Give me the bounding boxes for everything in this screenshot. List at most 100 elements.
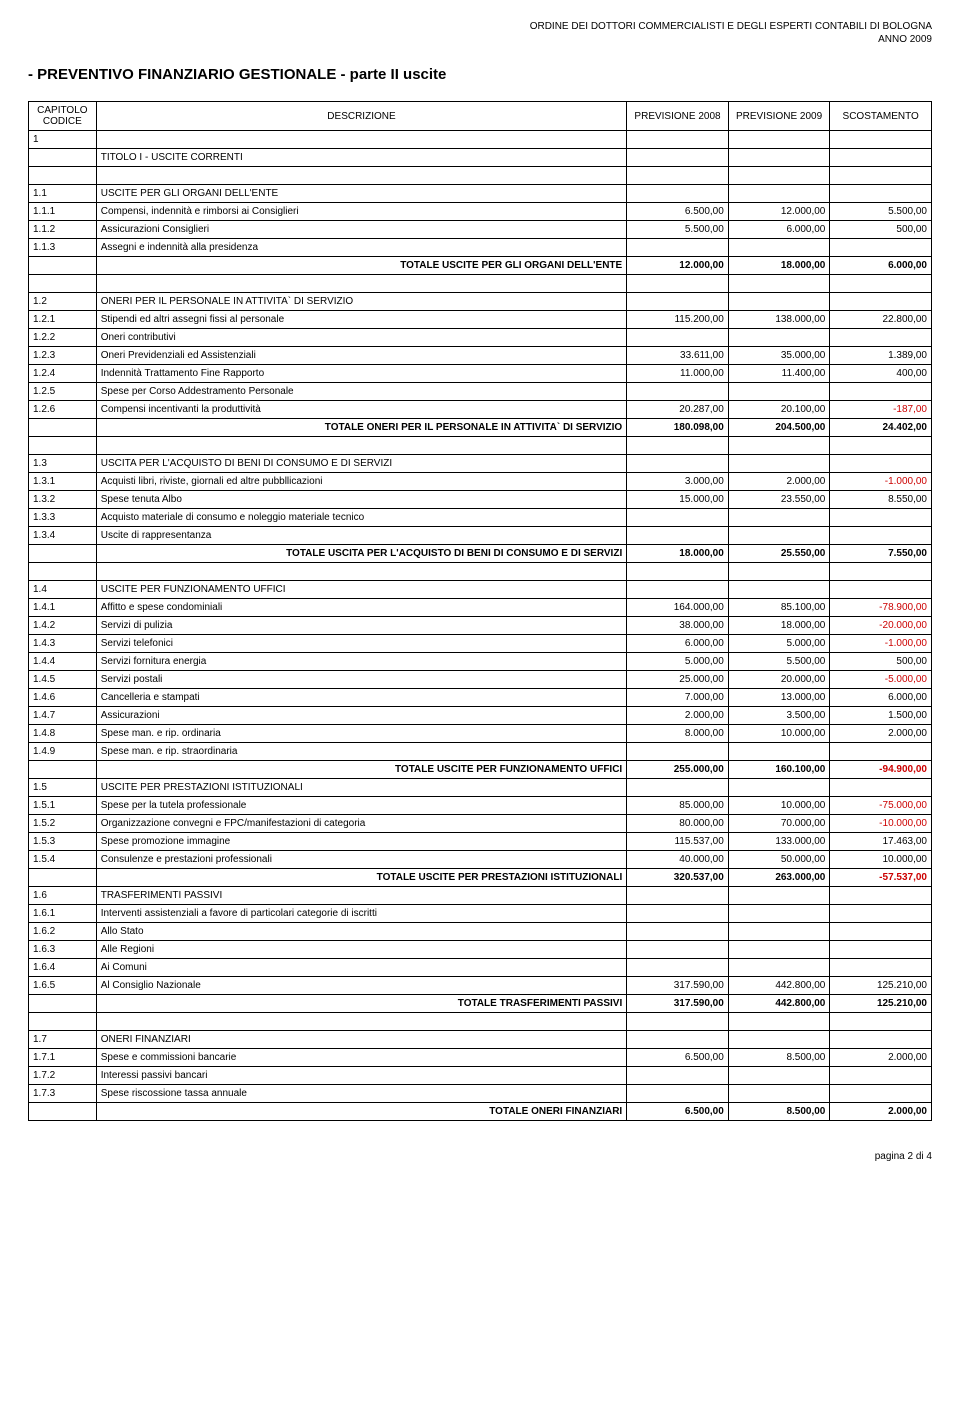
cell xyxy=(29,1103,97,1121)
cell: Assicurazioni Consiglieri xyxy=(96,221,627,239)
cell: 3.000,00 xyxy=(627,473,729,491)
cell: 6.500,00 xyxy=(627,203,729,221)
cell: 442.800,00 xyxy=(728,995,830,1013)
cell xyxy=(830,383,932,401)
table-row: 1.7.2Interessi passivi bancari xyxy=(29,1067,932,1085)
table-row: 1.5.2Organizzazione convegni e FPC/manif… xyxy=(29,815,932,833)
cell xyxy=(728,1031,830,1049)
cell: USCITE PER PRESTAZIONI ISTITUZIONALI xyxy=(96,779,627,797)
cell xyxy=(830,185,932,203)
cell: 23.550,00 xyxy=(728,491,830,509)
cell xyxy=(627,779,729,797)
cell xyxy=(728,131,830,149)
cell: Alle Regioni xyxy=(96,941,627,959)
cell xyxy=(627,923,729,941)
cell: 263.000,00 xyxy=(728,869,830,887)
cell: 500,00 xyxy=(830,653,932,671)
cell: Spese man. e rip. straordinaria xyxy=(96,743,627,761)
cell: 11.400,00 xyxy=(728,365,830,383)
cell: Spese man. e rip. ordinaria xyxy=(96,725,627,743)
cell: Uscite di rappresentanza xyxy=(96,527,627,545)
cell: 8.500,00 xyxy=(728,1049,830,1067)
th-prev2008: PREVISIONE 2008 xyxy=(627,102,729,131)
cell xyxy=(830,149,932,167)
table-row: 1.7ONERI FINANZIARI xyxy=(29,1031,932,1049)
cell xyxy=(830,167,932,185)
cell: Assicurazioni xyxy=(96,707,627,725)
page-footer: pagina 2 di 4 xyxy=(28,1151,932,1162)
cell xyxy=(728,239,830,257)
cell: 17.463,00 xyxy=(830,833,932,851)
cell: TOTALE TRASFERIMENTI PASSIVI xyxy=(96,995,627,1013)
cell: -10.000,00 xyxy=(830,815,932,833)
cell: Spese per la tutela professionale xyxy=(96,797,627,815)
cell: 18.000,00 xyxy=(728,257,830,275)
cell: 18.000,00 xyxy=(728,617,830,635)
cell: 6.000,00 xyxy=(728,221,830,239)
cell: 138.000,00 xyxy=(728,311,830,329)
cell: 8.550,00 xyxy=(830,491,932,509)
cell: 2.000,00 xyxy=(830,1103,932,1121)
cell xyxy=(830,743,932,761)
cell xyxy=(728,563,830,581)
cell xyxy=(627,527,729,545)
cell: 5.000,00 xyxy=(728,635,830,653)
table-row: 1.4.8Spese man. e rip. ordinaria8.000,00… xyxy=(29,725,932,743)
table-row: 1.3USCITA PER L'ACQUISTO DI BENI DI CONS… xyxy=(29,455,932,473)
table-row: 1.1.1Compensi, indennità e rimborsi ai C… xyxy=(29,203,932,221)
table-row: 1.2.6Compensi incentivanti la produttivi… xyxy=(29,401,932,419)
header-year: ANNO 2009 xyxy=(28,33,932,46)
gap-row xyxy=(29,437,932,455)
cell xyxy=(29,257,97,275)
cell xyxy=(627,1085,729,1103)
table-row: 1.3.3Acquisto materiale di consumo e nol… xyxy=(29,509,932,527)
cell: 1.389,00 xyxy=(830,347,932,365)
cell xyxy=(830,1085,932,1103)
table-row: 1.2ONERI PER IL PERSONALE IN ATTIVITA` D… xyxy=(29,293,932,311)
table-head: CAPITOLO CODICE DESCRIZIONE PREVISIONE 2… xyxy=(29,102,932,131)
cell: 1.4 xyxy=(29,581,97,599)
cell: 1.2.6 xyxy=(29,401,97,419)
cell: -94.900,00 xyxy=(830,761,932,779)
cell: TOTALE USCITE PER FUNZIONAMENTO UFFICI xyxy=(96,761,627,779)
cell: 1.4.9 xyxy=(29,743,97,761)
table-row: 1.6.2Allo Stato xyxy=(29,923,932,941)
cell: 25.550,00 xyxy=(728,545,830,563)
cell: 5.500,00 xyxy=(830,203,932,221)
cell: 1.4.2 xyxy=(29,617,97,635)
cell: 317.590,00 xyxy=(627,995,729,1013)
table-row: 1.3.2Spese tenuta Albo15.000,0023.550,00… xyxy=(29,491,932,509)
cell: 1.7.2 xyxy=(29,1067,97,1085)
cell: 1.1 xyxy=(29,185,97,203)
total-row: TOTALE TRASFERIMENTI PASSIVI317.590,0044… xyxy=(29,995,932,1013)
cell: 1.5 xyxy=(29,779,97,797)
cell: Servizi postali xyxy=(96,671,627,689)
table-row: 1.2.1Stipendi ed altri assegni fissi al … xyxy=(29,311,932,329)
cell: 1.4.4 xyxy=(29,653,97,671)
table-row: 1.4.1Affitto e spese condominiali164.000… xyxy=(29,599,932,617)
cell: -1.000,00 xyxy=(830,635,932,653)
cell: 180.098,00 xyxy=(627,419,729,437)
table-row: 1.6.1Interventi assistenziali a favore d… xyxy=(29,905,932,923)
cell xyxy=(830,131,932,149)
cell xyxy=(29,419,97,437)
cell xyxy=(627,905,729,923)
cell xyxy=(728,167,830,185)
cell xyxy=(830,455,932,473)
cell: 15.000,00 xyxy=(627,491,729,509)
cell xyxy=(627,437,729,455)
cell xyxy=(627,167,729,185)
cell xyxy=(627,383,729,401)
cell: 1.2.1 xyxy=(29,311,97,329)
cell: 1.3.3 xyxy=(29,509,97,527)
cell: Spese riscossione tassa annuale xyxy=(96,1085,627,1103)
cell: Servizi fornitura energia xyxy=(96,653,627,671)
cell xyxy=(830,239,932,257)
cell: 85.100,00 xyxy=(728,599,830,617)
cell: 40.000,00 xyxy=(627,851,729,869)
cell: TOTALE ONERI FINANZIARI xyxy=(96,1103,627,1121)
cell: 2.000,00 xyxy=(830,725,932,743)
cell xyxy=(29,167,97,185)
table-row: 1.5USCITE PER PRESTAZIONI ISTITUZIONALI xyxy=(29,779,932,797)
total-row: TOTALE USCITE PER GLI ORGANI DELL'ENTE12… xyxy=(29,257,932,275)
